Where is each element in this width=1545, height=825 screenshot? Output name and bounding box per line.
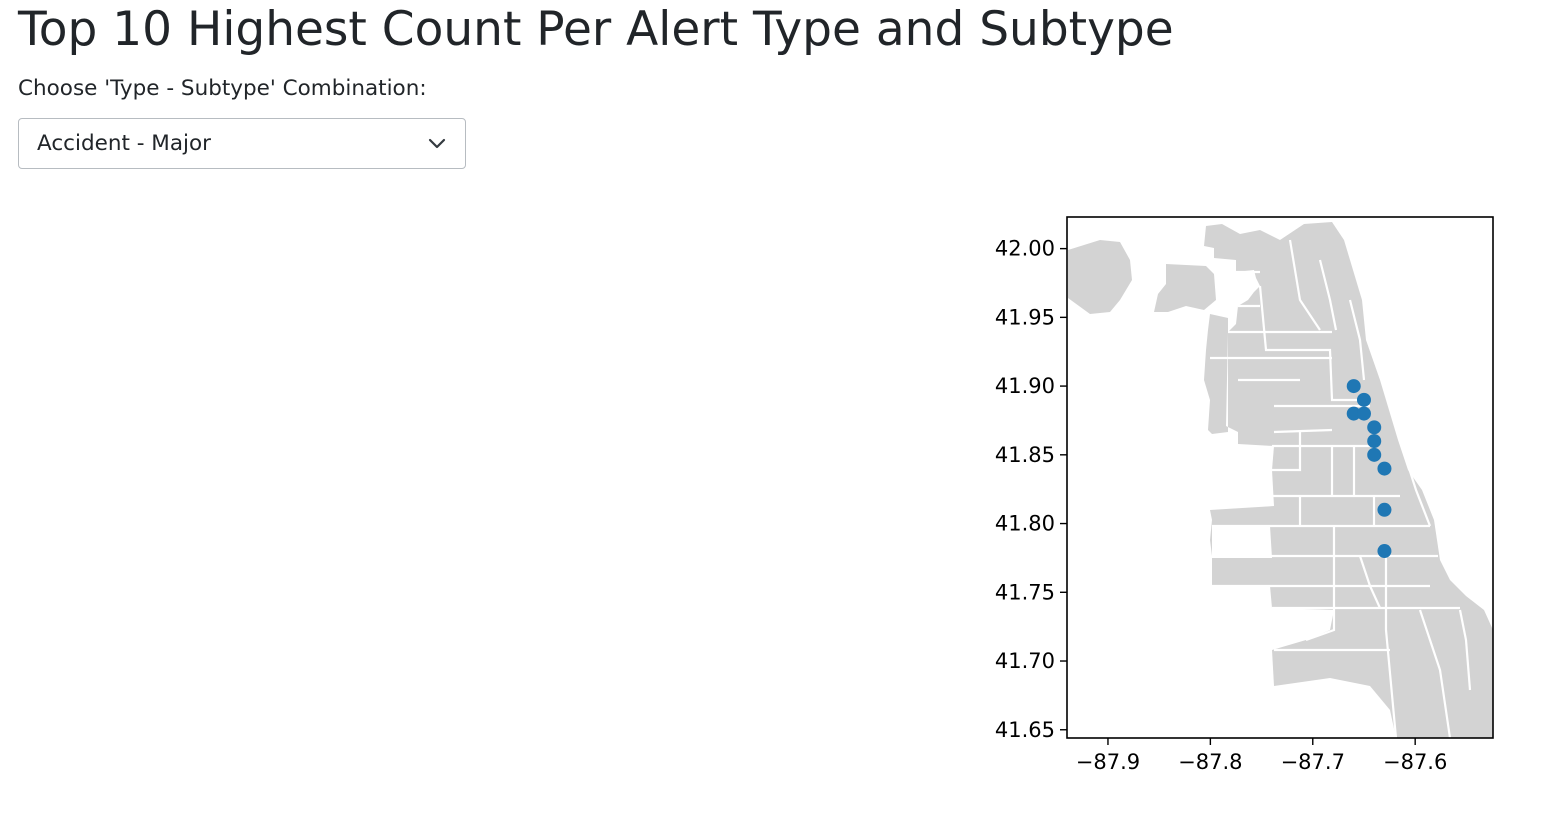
x-tick-label: −87.9 [1076,750,1140,774]
select-label: Choose 'Type - Subtype' Combination: [18,76,427,101]
y-tick-label: 41.85 [995,443,1055,467]
data-point [1367,447,1382,462]
y-tick-label: 41.70 [995,649,1055,673]
y-tick-label: 41.75 [995,580,1055,604]
data-point [1367,434,1382,449]
neighborhood-map [1068,222,1493,738]
page-title: Top 10 Highest Count Per Alert Type and … [18,2,1174,57]
city-boundary [1068,222,1493,738]
y-tick-label: 41.80 [995,512,1055,536]
data-point [1377,544,1392,559]
y-tick-label: 42.00 [995,237,1055,261]
type-subtype-select[interactable]: Accident - Major [18,118,466,169]
data-point [1377,502,1392,517]
neighborhood-borders [1210,239,1472,738]
x-tick-label: −87.8 [1178,750,1242,774]
data-point [1367,420,1382,435]
data-point [1356,392,1371,407]
y-tick-label: 41.95 [995,305,1055,329]
alert-map-chart: 42.00 41.95 41.90 41.85 41.80 41.75 41.70 41.65… [995,216,1494,774]
plot-frame [1066,216,1494,739]
data-point [1377,461,1392,476]
y-tick-label: 41.90 [995,374,1055,398]
data-point [1346,406,1361,421]
chevron-down-icon [428,138,446,149]
x-tick-label: −87.7 [1281,750,1345,774]
y-tick-label: 41.65 [995,718,1055,742]
data-point [1346,379,1361,394]
data-point [1356,406,1371,421]
select-value: Accident - Major [37,131,211,156]
x-tick-label: −87.6 [1383,750,1447,774]
